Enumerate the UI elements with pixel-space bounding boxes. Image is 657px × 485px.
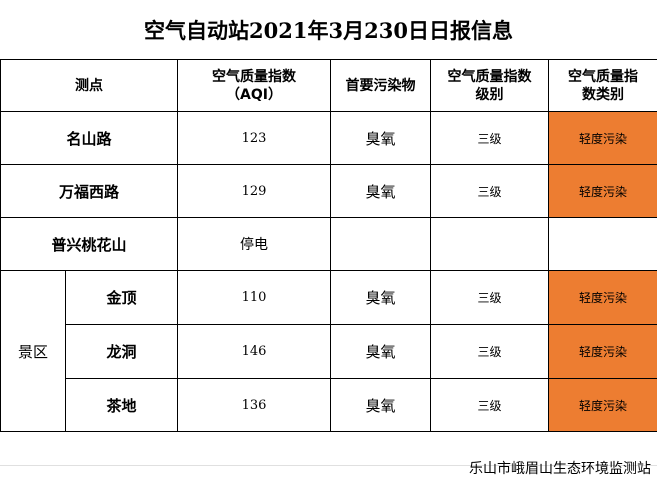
header-level-line1: 空气质量指数 (447, 68, 532, 85)
aqi-level (430, 217, 549, 271)
primary-pollutant: 臭氧 (330, 270, 431, 325)
header-primary: 首要污染物 (330, 59, 431, 112)
aqi-level: 三级 (430, 378, 549, 432)
aqi-value: 136 (177, 378, 331, 432)
header-site: 测点 (0, 59, 178, 112)
header-category-line1: 空气质量指 (568, 68, 638, 85)
table-row: 名山路 123 臭氧 三级 轻度污染 (0, 111, 657, 165)
aqi-category (548, 217, 657, 271)
header-aqi-line2: （AQI） (226, 86, 282, 103)
aqi-level: 三级 (430, 270, 549, 325)
sheet-gridline (0, 465, 657, 466)
site-name: 茶地 (65, 378, 178, 432)
table-row: 龙洞 146 臭氧 三级 轻度污染 (1, 324, 657, 379)
aqi-value: 146 (177, 324, 331, 379)
site-name: 金顶 (65, 270, 178, 325)
table-row: 茶地 136 臭氧 三级 轻度污染 (1, 378, 657, 432)
aqi-value: 129 (177, 164, 331, 218)
aqi-value: 123 (177, 111, 331, 165)
air-quality-table: 测点 空气质量指数 （AQI） 首要污染物 空气质量指数 级别 空气质量指 数类… (0, 59, 657, 432)
aqi-category: 轻度污染 (548, 164, 657, 218)
header-category-line2: 数类别 (582, 86, 624, 103)
header-category: 空气质量指 数类别 (548, 59, 657, 112)
header-row: 测点 空气质量指数 （AQI） 首要污染物 空气质量指数 级别 空气质量指 数类… (0, 59, 657, 112)
aqi-level: 三级 (430, 164, 549, 218)
table-row: 普兴桃花山 停电 (0, 217, 657, 271)
table-row: 景区 金顶 110 臭氧 三级 轻度污染 (0, 270, 657, 432)
header-aqi: 空气质量指数 （AQI） (177, 59, 331, 112)
aqi-level: 三级 (430, 111, 549, 165)
header-aqi-line1: 空气质量指数 (212, 68, 296, 85)
site-name: 万福西路 (0, 164, 178, 218)
aqi-level: 三级 (430, 324, 549, 379)
zone-label: 景区 (0, 270, 66, 432)
header-level-line2: 级别 (475, 86, 504, 103)
aqi-category: 轻度污染 (548, 324, 657, 379)
aqi-value: 110 (177, 270, 331, 325)
primary-pollutant: 臭氧 (330, 378, 431, 432)
table-row: 万福西路 129 臭氧 三级 轻度污染 (0, 164, 657, 218)
aqi-category: 轻度污染 (548, 270, 657, 325)
primary-pollutant: 臭氧 (330, 164, 431, 218)
primary-pollutant: 臭氧 (330, 324, 431, 379)
footer-org: 乐山市峨眉山生态环境监测站 (469, 461, 651, 477)
primary-pollutant (330, 217, 431, 271)
header-level: 空气质量指数 级别 (430, 59, 549, 112)
aqi-value: 停电 (177, 217, 331, 271)
aqi-category: 轻度污染 (548, 378, 657, 432)
site-name: 龙洞 (65, 324, 178, 379)
site-name: 普兴桃花山 (0, 217, 178, 271)
page-title: 空气自动站2021年3月230日日报信息 (144, 18, 513, 43)
site-name: 名山路 (0, 111, 178, 165)
primary-pollutant: 臭氧 (330, 111, 431, 165)
aqi-category: 轻度污染 (548, 111, 657, 165)
